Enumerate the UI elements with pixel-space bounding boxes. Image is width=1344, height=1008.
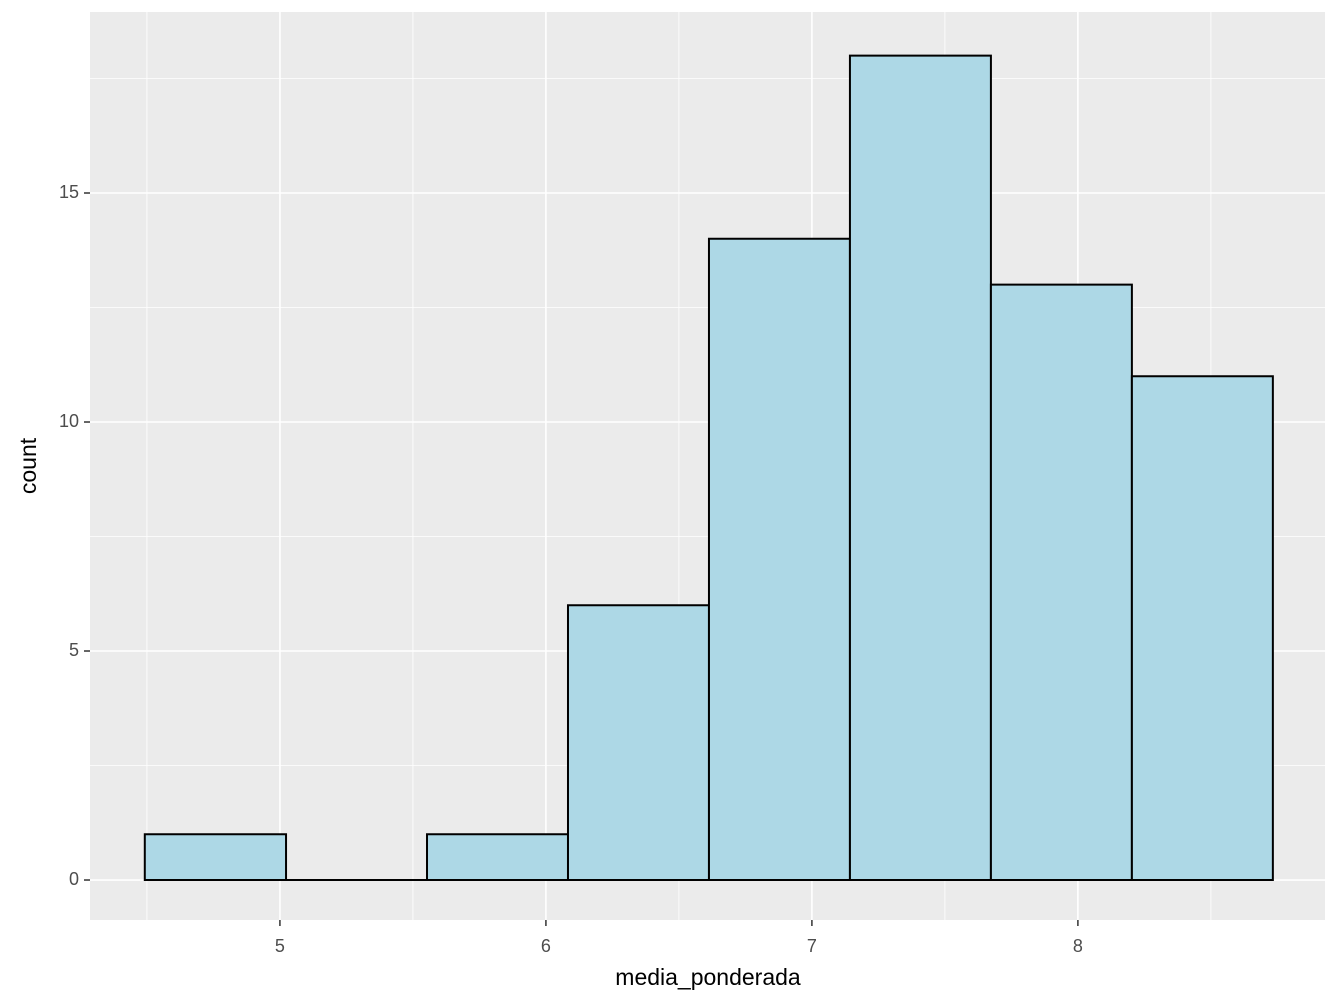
x-tick-label: 8 <box>1073 936 1083 956</box>
bar <box>143 833 288 882</box>
x-tick-label: 5 <box>275 936 285 956</box>
x-tick-label: 6 <box>541 936 551 956</box>
bar <box>989 283 1133 882</box>
bar <box>1130 375 1274 882</box>
y-tick-label: 10 <box>59 411 79 431</box>
y-tick-label: 0 <box>69 869 79 889</box>
bar <box>848 54 992 882</box>
bar <box>566 604 710 882</box>
y-tick-label: 15 <box>59 182 79 202</box>
x-axis-title: media_ponderada <box>615 964 801 990</box>
y-axis-title: count <box>15 437 41 494</box>
bar <box>426 833 569 882</box>
y-tick-label: 5 <box>69 640 79 660</box>
x-tick-label: 7 <box>807 936 817 956</box>
bar <box>707 237 851 882</box>
